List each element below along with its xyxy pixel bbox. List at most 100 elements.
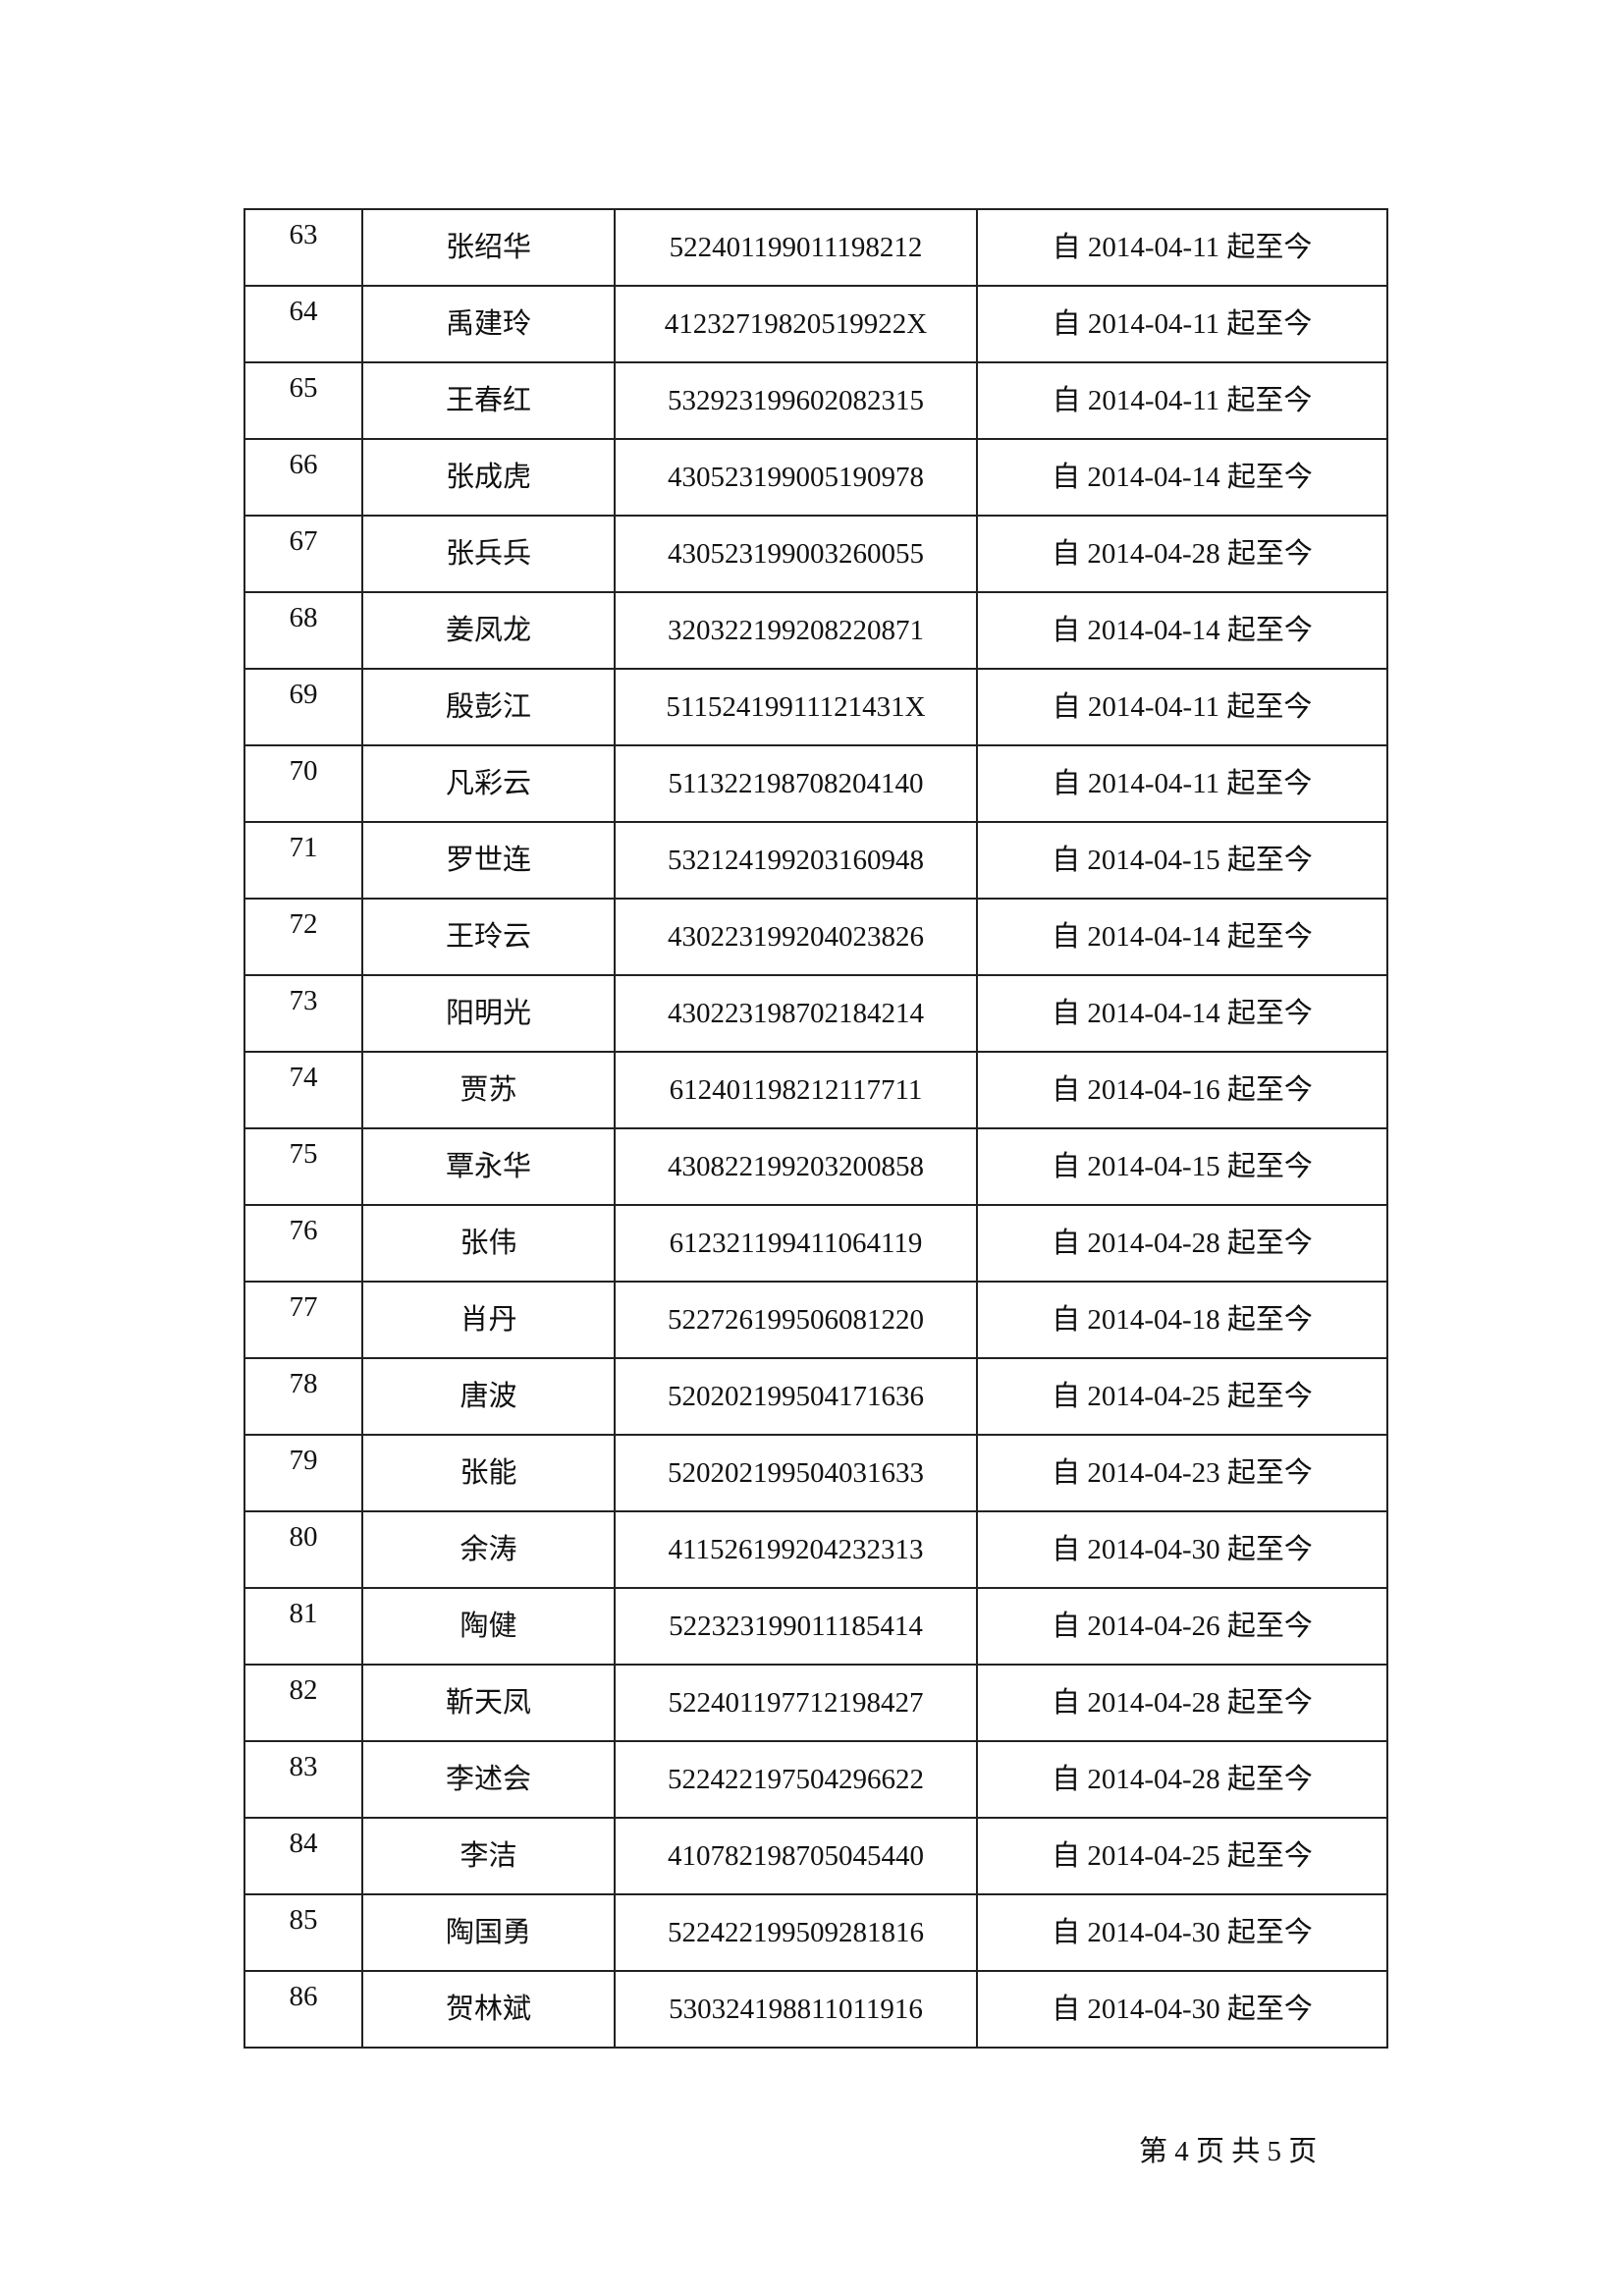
start-date: 自 2014-04-11 起至今	[976, 361, 1388, 440]
start-date: 自 2014-04-15 起至今	[976, 1127, 1388, 1206]
id-number: 522726199506081220	[614, 1281, 978, 1359]
start-date: 自 2014-04-15 起至今	[976, 821, 1388, 900]
id-number: 612321199411064119	[614, 1204, 978, 1283]
id-number: 520202199504031633	[614, 1434, 978, 1512]
person-name: 张伟	[361, 1204, 616, 1283]
person-name: 王玲云	[361, 898, 616, 976]
row-number: 84	[243, 1817, 363, 1895]
start-date: 自 2014-04-30 起至今	[976, 1893, 1388, 1972]
person-name: 靳天凤	[361, 1664, 616, 1742]
table-row: 77 肖丹 522726199506081220 自 2014-04-18 起至今	[243, 1281, 1388, 1359]
start-date: 自 2014-04-28 起至今	[976, 1664, 1388, 1742]
person-name: 唐波	[361, 1357, 616, 1436]
person-name: 李洁	[361, 1817, 616, 1895]
table-row: 65 王春红 532923199602082315 自 2014-04-11 起至今	[243, 361, 1388, 440]
person-name: 贾苏	[361, 1051, 616, 1129]
start-date: 自 2014-04-16 起至今	[976, 1051, 1388, 1129]
id-number: 430523199005190978	[614, 438, 978, 517]
row-number: 72	[243, 898, 363, 976]
table-row: 85 陶国勇 522422199509281816 自 2014-04-30 起至今	[243, 1893, 1388, 1972]
person-name: 张兵兵	[361, 515, 616, 593]
start-date: 自 2014-04-30 起至今	[976, 1510, 1388, 1589]
id-number: 51152419911121431X	[614, 668, 978, 746]
table-row: 73 阳明光 430223198702184214 自 2014-04-14 起至今	[243, 974, 1388, 1053]
table-row: 67 张兵兵 430523199003260055 自 2014-04-28 起至今	[243, 515, 1388, 593]
id-number: 530324198811011916	[614, 1970, 978, 2049]
row-number: 63	[243, 208, 363, 287]
start-date: 自 2014-04-28 起至今	[976, 1740, 1388, 1819]
row-number: 77	[243, 1281, 363, 1359]
table-row: 64 禹建玲 41232719820519922X 自 2014-04-11 起至今	[243, 285, 1388, 363]
id-number: 520202199504171636	[614, 1357, 978, 1436]
row-number: 71	[243, 821, 363, 900]
start-date: 自 2014-04-25 起至今	[976, 1357, 1388, 1436]
row-number: 83	[243, 1740, 363, 1819]
start-date: 自 2014-04-30 起至今	[976, 1970, 1388, 2049]
table-row: 71 罗世连 532124199203160948 自 2014-04-15 起至今	[243, 821, 1388, 900]
person-name: 贺林斌	[361, 1970, 616, 2049]
table-row: 75 覃永华 430822199203200858 自 2014-04-15 起至今	[243, 1127, 1388, 1206]
row-number: 85	[243, 1893, 363, 1972]
table-row: 68 姜凤龙 320322199208220871 自 2014-04-14 起至今	[243, 591, 1388, 670]
table-row: 74 贾苏 612401198212117711 自 2014-04-16 起至今	[243, 1051, 1388, 1129]
row-number: 73	[243, 974, 363, 1053]
id-number: 511322198708204140	[614, 744, 978, 823]
person-name: 王春红	[361, 361, 616, 440]
row-number: 64	[243, 285, 363, 363]
id-number: 430223199204023826	[614, 898, 978, 976]
row-number: 68	[243, 591, 363, 670]
row-number: 86	[243, 1970, 363, 2049]
row-number: 67	[243, 515, 363, 593]
id-number: 430223198702184214	[614, 974, 978, 1053]
person-name: 陶健	[361, 1587, 616, 1666]
person-name: 阳明光	[361, 974, 616, 1053]
start-date: 自 2014-04-11 起至今	[976, 208, 1388, 287]
person-name: 李述会	[361, 1740, 616, 1819]
start-date: 自 2014-04-11 起至今	[976, 285, 1388, 363]
row-number: 80	[243, 1510, 363, 1589]
id-number: 522401197712198427	[614, 1664, 978, 1742]
row-number: 65	[243, 361, 363, 440]
table-row: 72 王玲云 430223199204023826 自 2014-04-14 起至今	[243, 898, 1388, 976]
table-row: 76 张伟 612321199411064119 自 2014-04-28 起至今	[243, 1204, 1388, 1283]
person-name: 余涛	[361, 1510, 616, 1589]
table-row: 84 李洁 410782198705045440 自 2014-04-25 起至今	[243, 1817, 1388, 1895]
person-name: 张成虎	[361, 438, 616, 517]
page-number: 第 4 页 共 5 页	[1139, 2136, 1318, 2167]
table-row: 79 张能 520202199504031633 自 2014-04-23 起至今	[243, 1434, 1388, 1512]
row-number: 79	[243, 1434, 363, 1512]
id-number: 411526199204232313	[614, 1510, 978, 1589]
id-number: 612401198212117711	[614, 1051, 978, 1129]
id-number: 532124199203160948	[614, 821, 978, 900]
table-row: 86 贺林斌 530324198811011916 自 2014-04-30 起至今	[243, 1970, 1388, 2049]
id-number: 430822199203200858	[614, 1127, 978, 1206]
personnel-table: 63 张绍华 522401199011198212 自 2014-04-11 起至今 6…	[243, 208, 1388, 2049]
person-name: 覃永华	[361, 1127, 616, 1206]
row-number: 81	[243, 1587, 363, 1666]
start-date: 自 2014-04-18 起至今	[976, 1281, 1388, 1359]
start-date: 自 2014-04-14 起至今	[976, 591, 1388, 670]
person-name: 凡彩云	[361, 744, 616, 823]
id-number: 430523199003260055	[614, 515, 978, 593]
start-date: 自 2014-04-14 起至今	[976, 974, 1388, 1053]
start-date: 自 2014-04-14 起至今	[976, 438, 1388, 517]
id-number: 320322199208220871	[614, 591, 978, 670]
person-name: 姜凤龙	[361, 591, 616, 670]
table-row: 69 殷彭江 51152419911121431X 自 2014-04-11 起至今	[243, 668, 1388, 746]
start-date: 自 2014-04-23 起至今	[976, 1434, 1388, 1512]
start-date: 自 2014-04-11 起至今	[976, 744, 1388, 823]
row-number: 69	[243, 668, 363, 746]
start-date: 自 2014-04-28 起至今	[976, 515, 1388, 593]
row-number: 70	[243, 744, 363, 823]
start-date: 自 2014-04-26 起至今	[976, 1587, 1388, 1666]
person-name: 陶国勇	[361, 1893, 616, 1972]
table-row: 82 靳天凤 522401197712198427 自 2014-04-28 起至今	[243, 1664, 1388, 1742]
start-date: 自 2014-04-14 起至今	[976, 898, 1388, 976]
id-number: 522422197504296622	[614, 1740, 978, 1819]
table-row: 70 凡彩云 511322198708204140 自 2014-04-11 起至今	[243, 744, 1388, 823]
person-name: 肖丹	[361, 1281, 616, 1359]
row-number: 76	[243, 1204, 363, 1283]
table-row: 66 张成虎 430523199005190978 自 2014-04-14 起至今	[243, 438, 1388, 517]
row-number: 66	[243, 438, 363, 517]
row-number: 75	[243, 1127, 363, 1206]
